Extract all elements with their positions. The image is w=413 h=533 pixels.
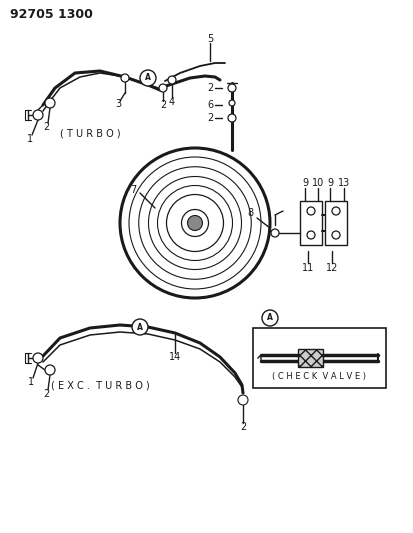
Text: A: A (137, 322, 143, 332)
Text: 92705 1300: 92705 1300 (10, 9, 93, 21)
Text: 7: 7 (130, 185, 136, 195)
Circle shape (140, 70, 156, 86)
Text: 13: 13 (338, 178, 350, 188)
Bar (325, 201, 347, 245)
Text: 11: 11 (302, 263, 314, 273)
Circle shape (332, 207, 340, 215)
Text: 14: 14 (169, 352, 181, 362)
Circle shape (33, 110, 43, 120)
Text: ( C H E C K  V A L V E ): ( C H E C K V A L V E ) (273, 372, 366, 381)
Text: 10: 10 (312, 178, 324, 188)
Circle shape (229, 100, 235, 106)
Circle shape (168, 76, 176, 84)
Text: 12: 12 (326, 263, 338, 273)
Text: 2: 2 (160, 100, 166, 110)
Text: 9: 9 (302, 178, 308, 188)
Text: 6: 6 (207, 100, 213, 110)
Bar (300, 201, 322, 245)
Text: ( E X C .  T U R B O ): ( E X C . T U R B O ) (51, 380, 150, 390)
Text: 4: 4 (169, 97, 175, 107)
Bar (253, 328, 386, 388)
Circle shape (120, 148, 270, 298)
Circle shape (228, 84, 236, 92)
Text: A: A (267, 313, 273, 322)
Circle shape (332, 231, 340, 239)
Circle shape (307, 207, 315, 215)
Text: 1: 1 (28, 377, 34, 387)
Text: 2: 2 (43, 122, 49, 132)
Circle shape (262, 310, 278, 326)
Text: 2: 2 (207, 113, 213, 123)
Circle shape (181, 209, 209, 237)
Circle shape (121, 74, 129, 82)
Circle shape (45, 365, 55, 375)
Circle shape (188, 215, 202, 230)
Text: 2: 2 (43, 389, 49, 399)
Circle shape (132, 319, 148, 335)
Text: 5: 5 (207, 34, 213, 44)
Circle shape (45, 98, 55, 108)
Circle shape (159, 84, 167, 92)
Text: 9: 9 (327, 178, 333, 188)
Circle shape (307, 231, 315, 239)
Text: 8: 8 (247, 208, 253, 218)
Text: ( T U R B O ): ( T U R B O ) (60, 128, 120, 138)
Circle shape (238, 395, 248, 405)
Circle shape (33, 353, 43, 363)
Circle shape (228, 114, 236, 122)
Text: 2: 2 (207, 83, 213, 93)
Text: 2: 2 (240, 422, 246, 432)
Text: A: A (145, 74, 151, 83)
Circle shape (271, 229, 279, 237)
Text: 1: 1 (27, 134, 33, 144)
Text: 3: 3 (115, 99, 121, 109)
Bar (298, 349, 323, 367)
